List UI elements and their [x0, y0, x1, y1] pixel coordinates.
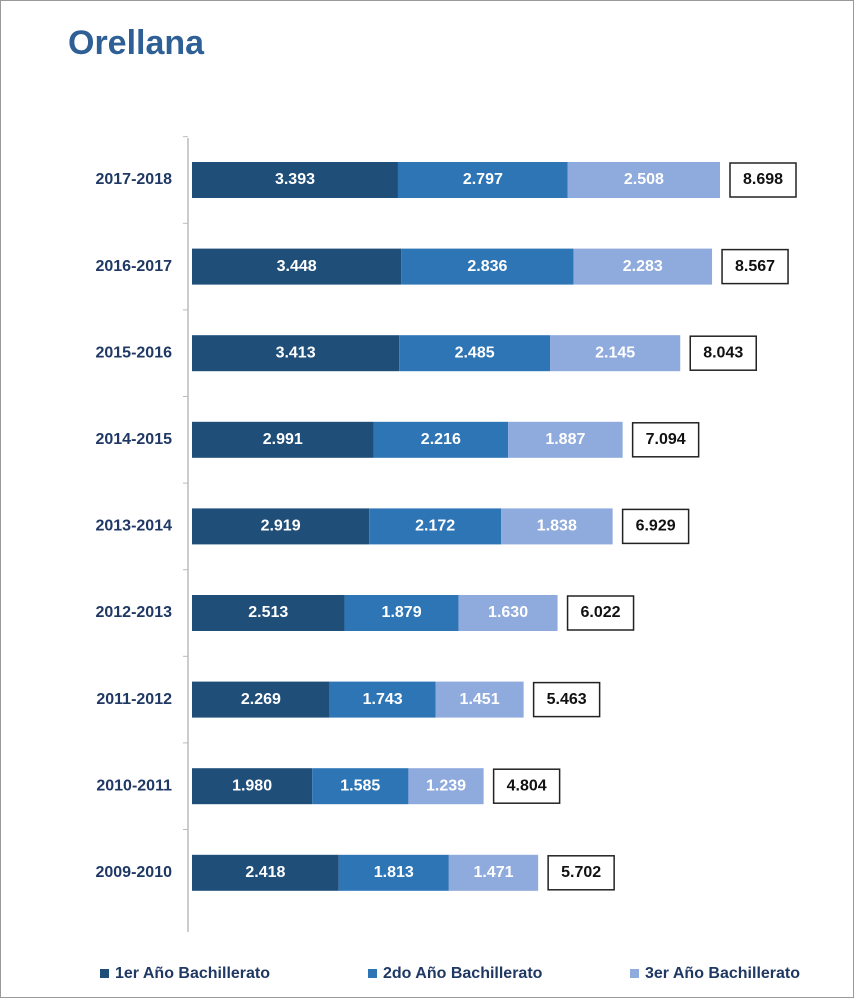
value-label: 2.283	[623, 258, 663, 275]
bar-segment	[192, 854, 339, 891]
bar-segment	[408, 768, 484, 805]
value-label: 2.216	[421, 431, 461, 448]
value-label: 2.991	[263, 431, 303, 448]
bar-segment	[458, 595, 558, 631]
total-label: 8.567	[735, 258, 775, 275]
total-box	[547, 855, 615, 891]
bar-segment	[192, 335, 400, 372]
value-label: 2.172	[415, 518, 455, 535]
chart-title: Orellana	[68, 24, 205, 62]
bar-segment	[338, 854, 449, 891]
y-tick-label: 2012-2013	[95, 604, 172, 621]
bar-segment	[344, 595, 459, 631]
y-tick-label: 2014-2015	[95, 431, 172, 448]
value-label: 3.413	[276, 344, 316, 361]
bar-segment	[567, 162, 720, 198]
bar-segment	[401, 248, 574, 285]
bar-segment	[508, 421, 623, 458]
bar-segment	[192, 421, 374, 458]
value-label: 1.980	[232, 777, 272, 794]
value-label: 1.838	[537, 518, 577, 535]
total-label: 5.702	[561, 864, 601, 881]
total-label: 5.463	[547, 691, 587, 708]
legend-swatch	[368, 969, 377, 978]
value-label: 2.269	[241, 691, 281, 708]
y-tick-label: 2017-2018	[95, 171, 172, 188]
value-label: 2.513	[248, 604, 288, 621]
bar-segment	[399, 335, 551, 372]
value-label: 1.887	[545, 431, 585, 448]
legend-swatch	[630, 969, 639, 978]
bar-segment	[397, 162, 568, 198]
bar-segment	[435, 681, 524, 718]
bar-segment	[192, 768, 313, 805]
value-label: 2.145	[595, 344, 635, 361]
total-label: 4.804	[507, 777, 547, 794]
value-label: 1.879	[382, 604, 422, 621]
bar-segment	[329, 681, 436, 718]
legend-label: 3er Año Bachillerato	[645, 965, 800, 982]
total-box	[621, 508, 690, 545]
bar-segment	[550, 335, 681, 372]
total-label: 6.929	[636, 518, 676, 535]
value-label: 1.451	[460, 691, 500, 708]
bar-segment	[369, 508, 502, 545]
total-label: 8.043	[703, 344, 743, 361]
bar-segment	[192, 681, 330, 718]
total-box	[492, 768, 561, 804]
y-tick-label: 2009-2010	[95, 864, 172, 881]
value-label: 2.797	[463, 171, 503, 188]
bar-segment	[192, 248, 402, 285]
value-label: 1.813	[374, 864, 414, 881]
total-label: 6.022	[581, 604, 621, 621]
legend-swatch	[100, 969, 109, 978]
value-label: 3.448	[277, 258, 317, 275]
total-box	[566, 595, 635, 631]
y-tick-label: 2016-2017	[95, 258, 172, 275]
legend-label: 2do Año Bachillerato	[383, 965, 543, 982]
legend-label: 1er Año Bachillerato	[115, 965, 270, 982]
y-tick-label: 2013-2014	[95, 518, 172, 535]
total-box	[689, 335, 757, 371]
total-box	[631, 422, 700, 458]
value-label: 1.239	[426, 777, 466, 794]
bar-segment	[573, 248, 713, 285]
value-label: 3.393	[275, 171, 315, 188]
bar-segment	[448, 854, 539, 891]
total-label: 8.698	[743, 171, 783, 188]
total-box	[532, 681, 601, 718]
y-tick-label: 2010-2011	[96, 777, 172, 794]
value-label: 2.485	[455, 344, 495, 361]
value-label: 2.919	[261, 518, 301, 535]
bar-segment	[312, 768, 409, 805]
total-box	[721, 248, 789, 285]
value-label: 2.418	[245, 864, 285, 881]
total-box	[729, 162, 797, 198]
total-label: 7.094	[646, 431, 686, 448]
bar-segment	[373, 421, 509, 458]
bar-segment	[192, 508, 370, 545]
value-label: 1.471	[473, 864, 513, 881]
value-label: 1.743	[363, 691, 403, 708]
bar-segment	[192, 162, 398, 198]
value-label: 2.508	[624, 171, 664, 188]
y-tick-label: 2015-2016	[95, 344, 172, 361]
value-label: 1.585	[340, 777, 380, 794]
bar-segment	[501, 508, 613, 545]
y-tick-label: 2011-2012	[96, 691, 172, 708]
value-label: 2.836	[467, 258, 507, 275]
bar-segment	[192, 595, 345, 631]
value-label: 1.630	[488, 604, 528, 621]
